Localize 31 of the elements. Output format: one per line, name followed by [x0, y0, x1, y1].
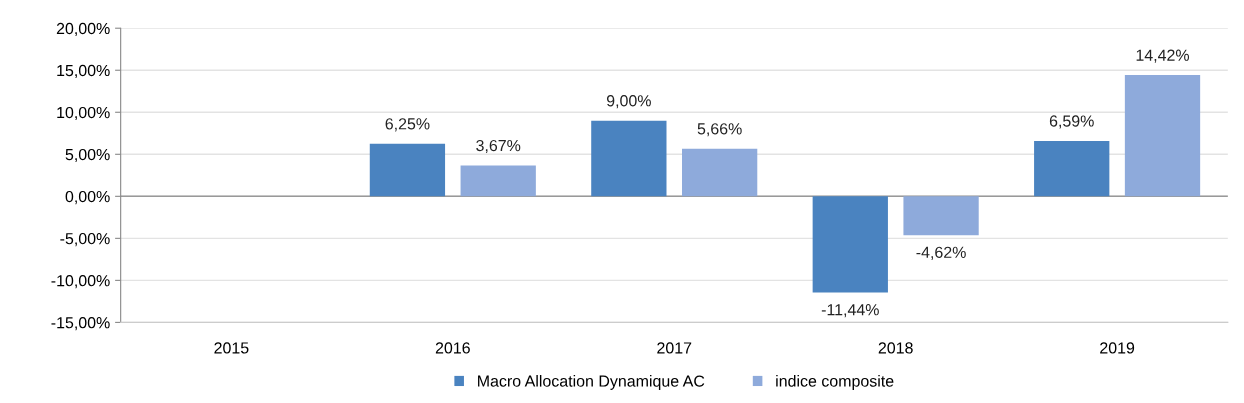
bar	[460, 165, 536, 197]
legend-label: Macro Allocation Dynamique AC	[478, 375, 705, 390]
data-label: 5,66%	[697, 123, 742, 137]
data-label: 9,00%	[606, 95, 651, 109]
bar	[369, 143, 446, 197]
x-tick-label: 2017	[657, 342, 692, 354]
bar	[591, 120, 667, 197]
y-tick-label: -10,00%	[51, 275, 110, 289]
data-label: -11,44%	[821, 304, 879, 318]
y-tick-label: -5,00%	[60, 232, 110, 247]
data-label: 3,67%	[476, 139, 521, 154]
y-tick-label: 0,00%	[65, 190, 110, 205]
data-label: 6,59%	[1049, 115, 1094, 129]
y-tick-label: 20,00%	[56, 22, 110, 37]
data-label: 14,42%	[1136, 49, 1190, 63]
bar	[1034, 140, 1110, 197]
legend-label: indice composite	[776, 375, 894, 390]
bar	[1124, 75, 1201, 197]
data-label: 6,25%	[385, 118, 430, 132]
x-tick-label: 2019	[1100, 342, 1135, 354]
x-tick-label: 2018	[878, 342, 913, 354]
y-tick-label: 5,00%	[65, 148, 110, 163]
data-label: -4,62%	[916, 246, 966, 260]
bar	[682, 148, 758, 197]
bar	[812, 196, 888, 293]
y-tick-label: 15,00%	[57, 64, 110, 79]
x-tick-label: 2015	[214, 342, 249, 354]
y-tick-label: 10,00%	[57, 106, 110, 121]
y-tick-label: -15,00%	[51, 317, 110, 331]
x-tick-label: 2016	[435, 342, 470, 354]
bar	[903, 196, 979, 236]
